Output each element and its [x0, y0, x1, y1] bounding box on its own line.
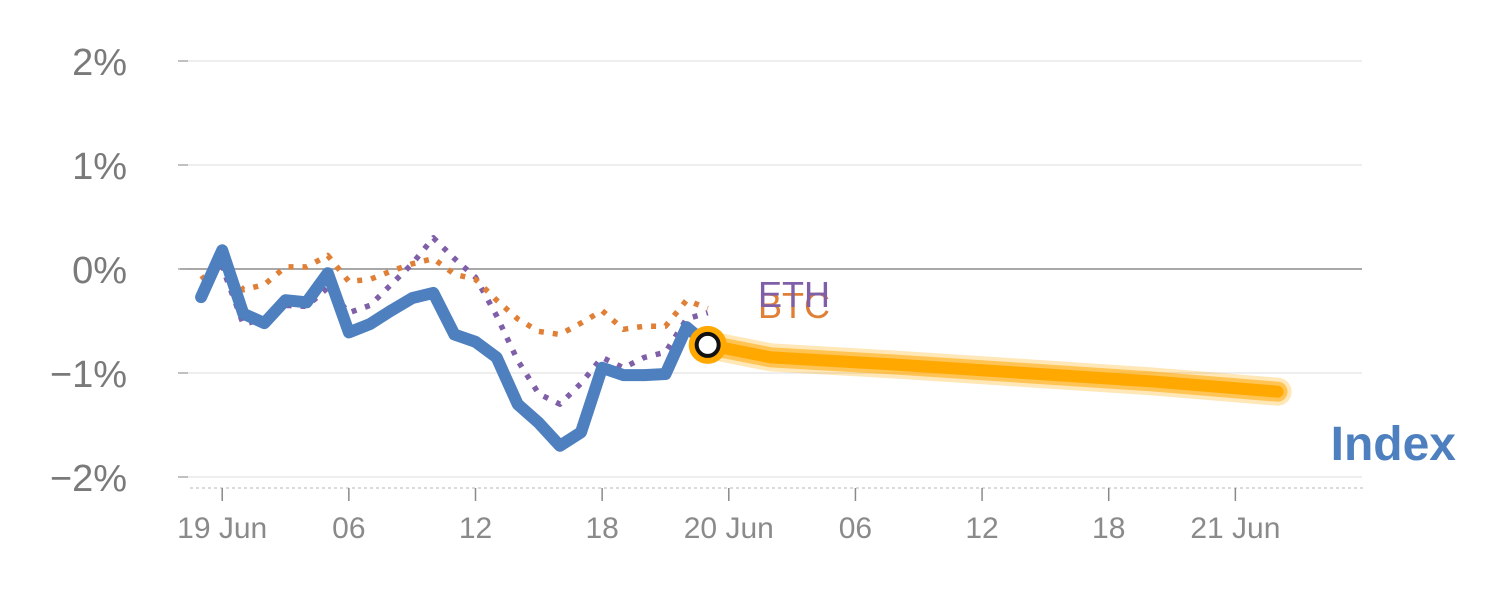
x-axis: 19 Jun 06 12 18 20 Jun 06 12 18 21 Jun: [177, 487, 1365, 545]
forecast-line: [701, 338, 1284, 398]
y-tick-label: −1%: [50, 354, 127, 396]
index-line: [195, 244, 714, 452]
x-tick-label: 06: [332, 512, 365, 545]
eth-line: [199, 235, 709, 407]
x-tick-label: 21 Jun: [1190, 512, 1280, 545]
eth-series-label: ETH: [758, 274, 830, 315]
x-tick-label: 12: [459, 512, 492, 545]
x-tick-label: 18: [1092, 512, 1125, 545]
y-tick-label: 0%: [72, 250, 127, 292]
y-tick-label: 2%: [72, 42, 127, 84]
x-tick-label: 19 Jun: [177, 512, 267, 545]
y-tick-label: 1%: [72, 146, 127, 188]
x-tick-label: 06: [839, 512, 872, 545]
x-tick-label: 18: [585, 512, 618, 545]
current-value-marker: [688, 325, 727, 364]
index-series-label: Index: [1331, 418, 1457, 471]
btc-series-label: BTC: [758, 285, 830, 326]
x-tick-label: 20 Jun: [684, 512, 774, 545]
marker-dot: [694, 331, 721, 358]
btc-line: [199, 252, 709, 338]
grid-lines: [178, 60, 1362, 478]
series-lines: [195, 235, 714, 452]
y-axis: 2% 1% 0% −1% −2%: [50, 42, 127, 500]
x-tick-label: 12: [965, 512, 998, 545]
forecast-band: [693, 330, 1292, 406]
y-tick-label: −2%: [50, 458, 127, 500]
